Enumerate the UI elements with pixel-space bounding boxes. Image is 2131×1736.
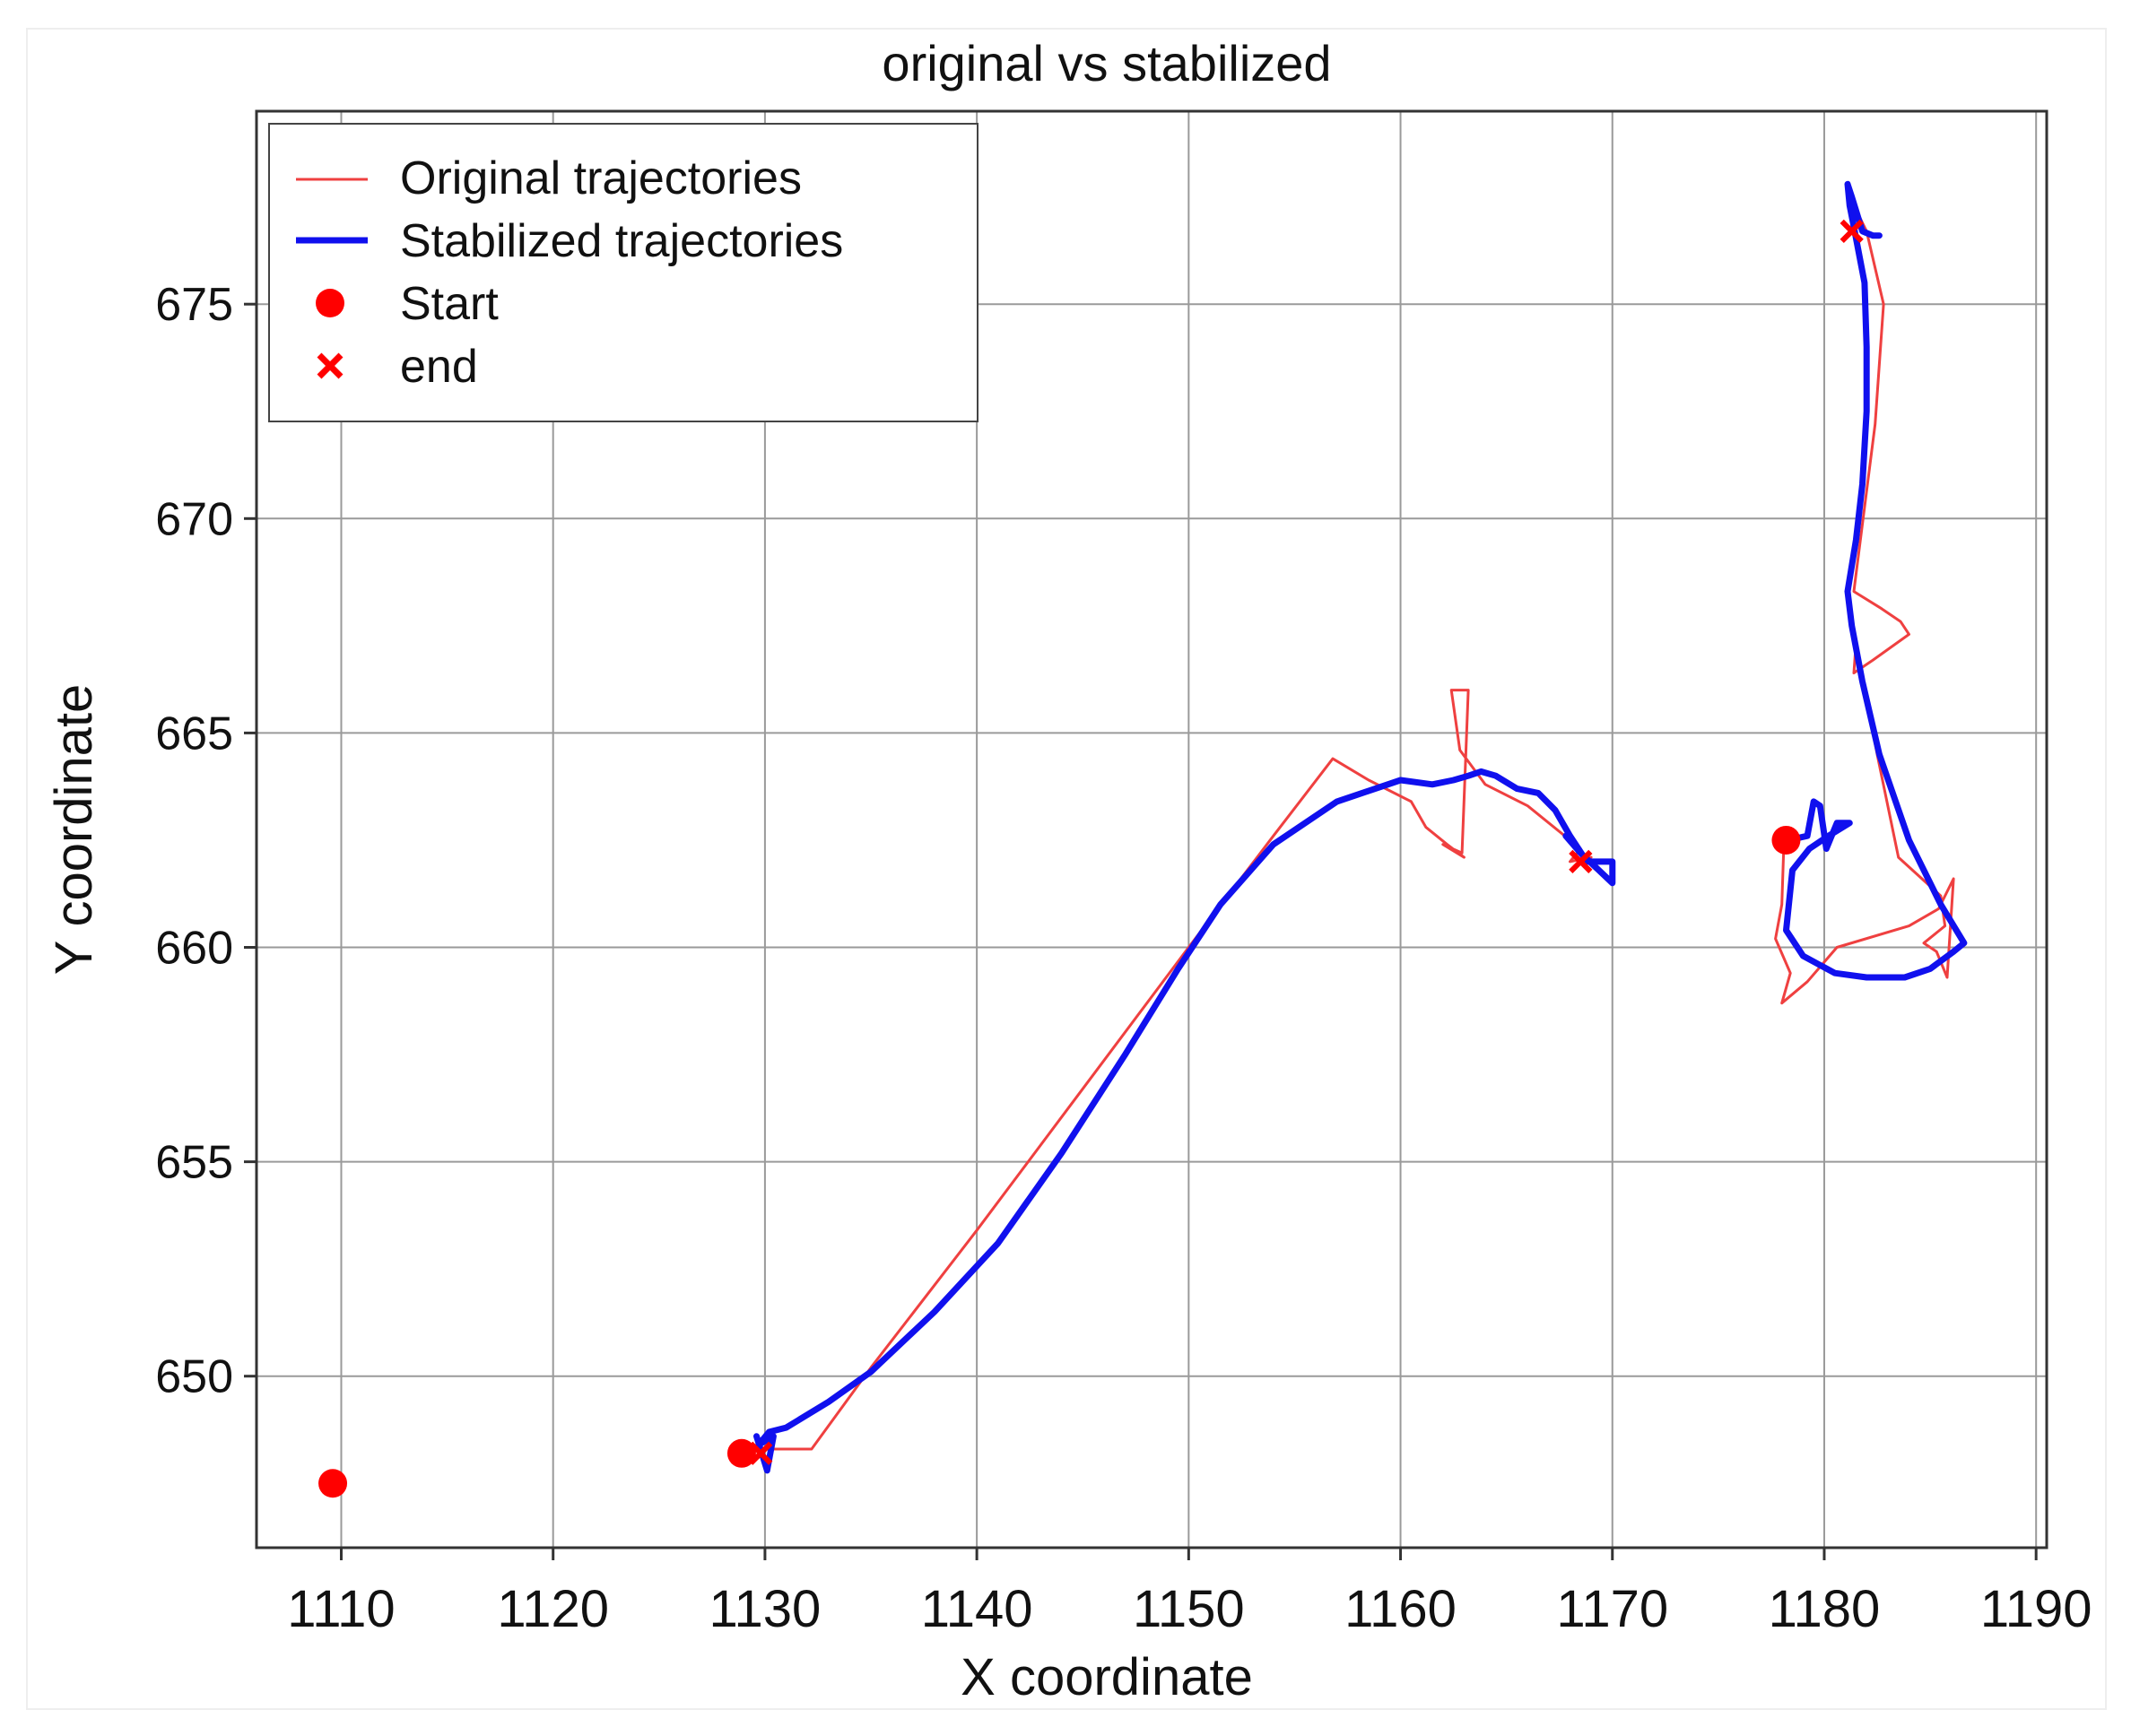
end-marker	[320, 1471, 345, 1496]
plot-border	[255, 109, 2048, 1549]
stabilized-trajectory-line	[1783, 180, 1968, 981]
x-tick-label: 1110	[287, 1580, 395, 1638]
legend-box	[268, 123, 979, 422]
x-tick-label: 1120	[497, 1580, 609, 1638]
stabilized-trajectory-line	[753, 768, 1616, 1474]
x-axis-label: X coordinate	[961, 1648, 1253, 1706]
y-tick-label: 675	[155, 279, 233, 331]
x-tick-label: 1160	[1344, 1580, 1457, 1638]
y-tick-label: 665	[155, 707, 233, 760]
legend-end-marker	[317, 352, 344, 379]
end-marker	[749, 1441, 773, 1465]
chart-title: original vs stabilized	[882, 35, 1331, 91]
y-tick-label: 650	[155, 1351, 233, 1403]
figure-frame	[26, 28, 2107, 1710]
legend-end-label: end	[400, 341, 478, 393]
x-tick-label: 1150	[1133, 1580, 1245, 1638]
y-tick-label: 660	[155, 923, 233, 975]
legend: Original trajectories Stabilized traject…	[268, 123, 979, 422]
gridlines	[257, 111, 2047, 1548]
data-layer	[318, 180, 1968, 1498]
x-tick-label: 1190	[1980, 1580, 2092, 1638]
x-tick-label: 1170	[1556, 1580, 1668, 1638]
end-marker	[1569, 849, 1593, 873]
legend-start-label: Start	[400, 278, 499, 330]
start-marker	[726, 1438, 756, 1468]
x-tick-label: 1140	[921, 1580, 1033, 1638]
legend-original-label: Original trajectories	[400, 152, 802, 204]
original-trajectory-line	[763, 689, 1593, 1451]
legend-stabilized-label: Stabilized trajectories	[400, 215, 843, 267]
original-trajectory-line	[1774, 199, 1955, 1005]
x-tick-label: 1180	[1769, 1580, 1881, 1638]
axis-ticks: 1110 1120 1130 1140 1150 1160 1170 1180 1190 650 6…	[155, 279, 2092, 1638]
x-tick-label: 1130	[709, 1580, 822, 1638]
y-tick-label: 670	[155, 493, 233, 545]
y-tick-label: 655	[155, 1137, 233, 1189]
y-axis-label: Y coordinate	[45, 684, 103, 976]
start-marker	[1771, 825, 1801, 855]
end-marker	[1840, 219, 1864, 244]
legend-start-marker	[316, 289, 344, 317]
